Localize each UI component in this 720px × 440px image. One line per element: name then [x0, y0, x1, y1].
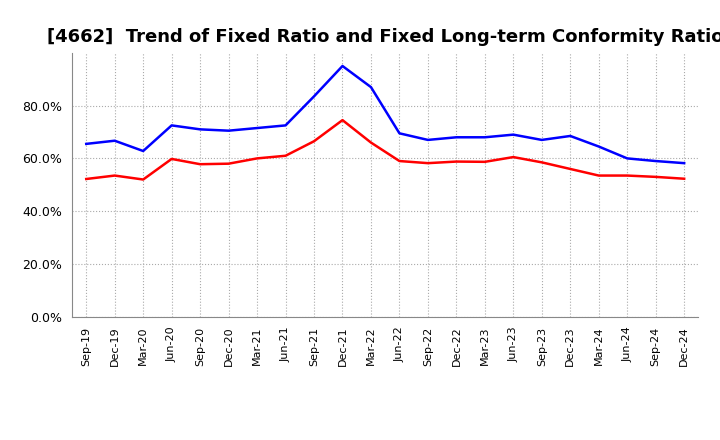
Fixed Ratio	[253, 125, 261, 131]
Fixed Ratio	[338, 63, 347, 69]
Fixed Long-term Conformity Ratio	[110, 173, 119, 178]
Fixed Ratio	[566, 133, 575, 139]
Fixed Ratio	[310, 94, 318, 99]
Fixed Long-term Conformity Ratio	[139, 177, 148, 182]
Fixed Long-term Conformity Ratio	[452, 159, 461, 164]
Fixed Long-term Conformity Ratio	[225, 161, 233, 166]
Fixed Long-term Conformity Ratio	[167, 156, 176, 161]
Fixed Ratio	[167, 123, 176, 128]
Fixed Long-term Conformity Ratio	[623, 173, 631, 178]
Fixed Ratio	[225, 128, 233, 133]
Fixed Long-term Conformity Ratio	[338, 117, 347, 123]
Fixed Ratio	[680, 161, 688, 166]
Line: Fixed Long-term Conformity Ratio: Fixed Long-term Conformity Ratio	[86, 120, 684, 180]
Fixed Long-term Conformity Ratio	[480, 159, 489, 165]
Fixed Ratio	[509, 132, 518, 137]
Fixed Ratio	[623, 156, 631, 161]
Fixed Ratio	[480, 135, 489, 140]
Fixed Ratio	[366, 84, 375, 90]
Fixed Long-term Conformity Ratio	[82, 176, 91, 182]
Fixed Ratio	[452, 135, 461, 140]
Fixed Long-term Conformity Ratio	[395, 158, 404, 164]
Fixed Long-term Conformity Ratio	[680, 176, 688, 181]
Fixed Ratio	[110, 138, 119, 143]
Fixed Ratio	[652, 158, 660, 164]
Fixed Long-term Conformity Ratio	[509, 154, 518, 160]
Line: Fixed Ratio: Fixed Ratio	[86, 66, 684, 163]
Fixed Ratio	[282, 123, 290, 128]
Fixed Long-term Conformity Ratio	[366, 140, 375, 145]
Fixed Long-term Conformity Ratio	[196, 161, 204, 167]
Fixed Ratio	[395, 131, 404, 136]
Fixed Ratio	[537, 137, 546, 143]
Fixed Long-term Conformity Ratio	[537, 160, 546, 165]
Fixed Ratio	[139, 148, 148, 154]
Fixed Long-term Conformity Ratio	[652, 174, 660, 180]
Fixed Ratio	[423, 137, 432, 143]
Fixed Long-term Conformity Ratio	[253, 156, 261, 161]
Fixed Ratio	[82, 141, 91, 147]
Fixed Long-term Conformity Ratio	[310, 139, 318, 144]
Fixed Long-term Conformity Ratio	[423, 161, 432, 166]
Title: [4662]  Trend of Fixed Ratio and Fixed Long-term Conformity Ratio: [4662] Trend of Fixed Ratio and Fixed Lo…	[47, 28, 720, 46]
Fixed Long-term Conformity Ratio	[595, 173, 603, 178]
Fixed Ratio	[595, 144, 603, 149]
Fixed Ratio	[196, 127, 204, 132]
Fixed Long-term Conformity Ratio	[566, 166, 575, 172]
Fixed Long-term Conformity Ratio	[282, 153, 290, 158]
